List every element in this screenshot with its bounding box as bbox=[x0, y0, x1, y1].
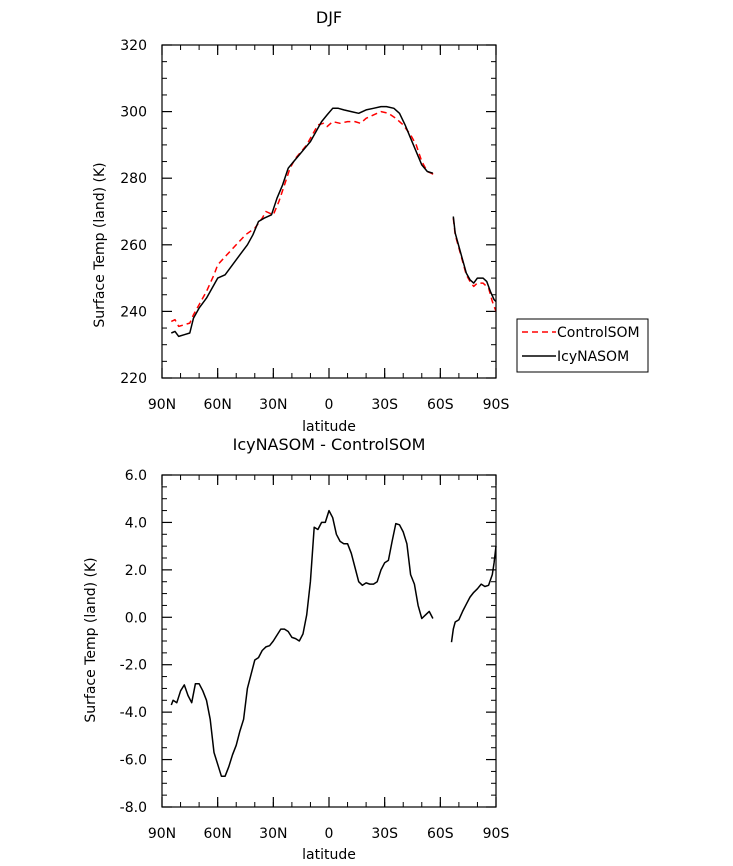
top-x-axis-label: latitude bbox=[302, 419, 356, 435]
bottom-series-difference-segment-1 bbox=[170, 509, 434, 777]
bottom-y-axis-label: Surface Temp (land) (K) bbox=[83, 557, 99, 722]
bottom-y-tick-label: -4.0 bbox=[120, 705, 147, 721]
top-series bbox=[170, 105, 497, 338]
bottom-y-tick-label: 4.0 bbox=[125, 515, 147, 531]
top-y-tick-label: 260 bbox=[120, 238, 147, 254]
top-ticks: 90N 60N 30N 0 30S 60S 90S 220 240 260 280 300 320 bbox=[120, 38, 509, 413]
top-panel: DJF Surface Temp (land) (K) latitude 90N… bbox=[92, 8, 509, 435]
top-x-tick-label: 60S bbox=[427, 397, 454, 413]
top-y-tick-label: 320 bbox=[120, 38, 147, 54]
top-y-tick-label: 280 bbox=[120, 171, 147, 187]
bottom-title: IcyNASOM - ControlSOM bbox=[233, 435, 426, 454]
top-y-tick-label: 220 bbox=[120, 371, 147, 387]
legend-label-controlsom: ControlSOM bbox=[557, 325, 640, 341]
bottom-y-tick-label: -2.0 bbox=[120, 658, 147, 674]
bottom-y-tick-label: -6.0 bbox=[120, 753, 147, 769]
bottom-x-tick-label: 90S bbox=[483, 826, 510, 842]
top-series-controlsom-segment-2 bbox=[452, 218, 497, 312]
bottom-x-tick-label: 60N bbox=[204, 826, 232, 842]
top-x-tick-label: 90N bbox=[148, 397, 176, 413]
bottom-x-tick-label: 30N bbox=[259, 826, 287, 842]
legend: ControlSOM IcyNASOM bbox=[516, 318, 649, 373]
bottom-x-tick-label: 0 bbox=[325, 826, 334, 842]
bottom-series-difference-segment-2 bbox=[450, 546, 497, 643]
top-series-icynasom-segment-2 bbox=[452, 216, 497, 302]
top-title: DJF bbox=[316, 8, 342, 27]
bottom-x-tick-label: 60S bbox=[427, 826, 454, 842]
top-x-tick-label: 60N bbox=[204, 397, 232, 413]
top-x-tick-label: 30N bbox=[259, 397, 287, 413]
top-y-tick-label: 240 bbox=[120, 304, 147, 320]
bottom-panel: IcyNASOM - ControlSOM Surface Temp (land… bbox=[83, 435, 509, 863]
bottom-x-tick-label: 30S bbox=[371, 826, 398, 842]
bottom-series bbox=[170, 509, 497, 777]
bottom-y-tick-label: 2.0 bbox=[125, 563, 147, 579]
bottom-x-tick-label: 90N bbox=[148, 826, 176, 842]
bottom-y-tick-label: 0.0 bbox=[125, 610, 147, 626]
top-x-tick-label: 30S bbox=[371, 397, 398, 413]
legend-box bbox=[516, 318, 649, 373]
top-y-axis-label: Surface Temp (land) (K) bbox=[92, 162, 108, 327]
top-series-controlsom-segment-1 bbox=[170, 110, 436, 328]
top-series-icynasom-segment-1 bbox=[171, 105, 434, 338]
legend-label-icynasom: IcyNASOM bbox=[557, 349, 629, 365]
top-y-tick-label: 300 bbox=[120, 105, 147, 121]
bottom-plot-frame bbox=[161, 474, 497, 808]
bottom-y-tick-label: 6.0 bbox=[125, 468, 147, 484]
bottom-x-axis-label: latitude bbox=[302, 847, 356, 863]
top-x-tick-label: 90S bbox=[483, 397, 510, 413]
top-plot-frame bbox=[161, 44, 497, 379]
bottom-ticks: 90N 60N 30N 0 30S 60S 90S -8.0 -6.0 -4.0 -2.0 0.0 2.… bbox=[120, 468, 510, 842]
bottom-y-tick-label: -8.0 bbox=[120, 800, 147, 816]
top-x-tick-label: 0 bbox=[325, 397, 334, 413]
